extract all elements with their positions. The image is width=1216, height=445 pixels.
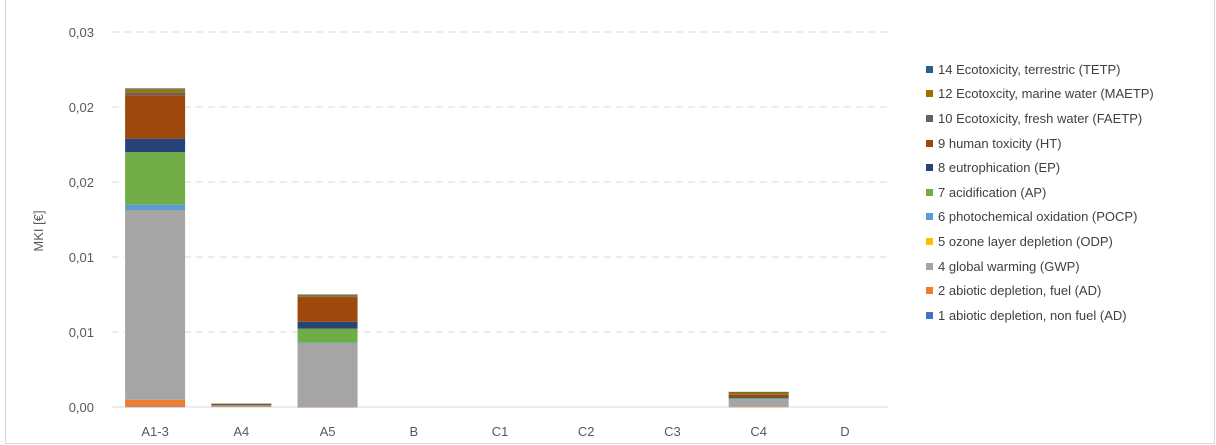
gridlines bbox=[112, 31, 888, 333]
y-tick-label: 0,00 bbox=[69, 400, 94, 415]
bar-segment bbox=[125, 152, 186, 205]
x-tick-label: A1-3 bbox=[141, 424, 168, 439]
y-tick-label: 0,03 bbox=[69, 25, 94, 40]
bar-segment bbox=[297, 328, 358, 343]
x-tick-label: C4 bbox=[750, 424, 767, 439]
bar-segment bbox=[125, 138, 186, 153]
legend-swatch bbox=[926, 237, 933, 245]
bar-segment bbox=[211, 405, 272, 406]
legend-swatch bbox=[926, 213, 933, 221]
bar-segment bbox=[728, 392, 789, 395]
legend-label: 1 abiotic depletion, non fuel (AD) bbox=[938, 307, 1127, 323]
legend: 14 Ecotoxicity, terrestric (TETP) 12 Ecot… bbox=[926, 57, 1154, 328]
x-tick-label: B bbox=[409, 424, 418, 439]
legend-item: 6 photochemical oxidation (POCP) bbox=[926, 205, 1154, 230]
bar-segment bbox=[728, 397, 789, 399]
bar-segment bbox=[297, 296, 358, 298]
bar-segment bbox=[297, 343, 358, 407]
legend-swatch bbox=[926, 139, 933, 147]
legend-item: 5 ozone layer depletion (ODP) bbox=[926, 229, 1154, 254]
bar-segment bbox=[211, 406, 272, 408]
bar-segment bbox=[211, 405, 272, 407]
bar-segment bbox=[211, 403, 272, 405]
legend-swatch bbox=[926, 90, 933, 98]
legend-item: 12 Ecotoxcity, marine water (MAETP) bbox=[926, 82, 1154, 107]
legend-item: 2 abiotic depletion, fuel (AD) bbox=[926, 278, 1154, 303]
x-tick-label: A4 bbox=[233, 424, 249, 439]
x-tick-label: A5 bbox=[320, 424, 336, 439]
legend-swatch bbox=[926, 164, 933, 172]
legend-item: 1 abiotic depletion, non fuel (AD) bbox=[926, 303, 1154, 328]
legend-swatch bbox=[926, 188, 933, 196]
y-tick-label: 0,02 bbox=[69, 100, 94, 115]
bar-segment bbox=[297, 297, 358, 322]
legend-swatch bbox=[926, 311, 933, 319]
bar-segment bbox=[297, 406, 358, 407]
legend-label: 8 eutrophication (EP) bbox=[938, 160, 1061, 176]
legend-item: 8 eutrophication (EP) bbox=[926, 155, 1154, 180]
legend-label: 2 abiotic depletion, fuel (AD) bbox=[938, 283, 1102, 299]
x-tick-label: D bbox=[840, 424, 849, 439]
chart-frame bbox=[5, 0, 1215, 444]
bar-segment bbox=[728, 398, 789, 399]
legend-label: 12 Ecotoxcity, marine water (MAETP) bbox=[938, 86, 1154, 102]
bar-segment bbox=[125, 204, 186, 211]
bar-segment bbox=[297, 406, 358, 408]
legend-item: 10 Ecotoxicity, fresh water (FAETP) bbox=[926, 106, 1154, 131]
y-axis-label: MKI [€] bbox=[31, 210, 46, 251]
bar-segment bbox=[728, 397, 789, 399]
legend-swatch bbox=[926, 114, 933, 122]
bar-segment bbox=[728, 406, 789, 408]
bar-segment bbox=[125, 406, 186, 408]
x-tick-label: C2 bbox=[578, 424, 595, 439]
bar-segment bbox=[125, 92, 186, 96]
stacked-bar-chart: 0,00 0,01 0,01 0,02 0,02 0,03 A1-3 A4 A5 B C1 C2 C3… bbox=[31, 25, 888, 439]
x-tick-label: C1 bbox=[492, 424, 509, 439]
bar-segment bbox=[297, 294, 358, 297]
legend-item: 7 acidification (AP) bbox=[926, 180, 1154, 205]
x-tick-label: C3 bbox=[664, 424, 681, 439]
bar-segment bbox=[728, 394, 789, 398]
legend-label: 5 ozone layer depletion (ODP) bbox=[938, 233, 1113, 249]
x-axis-ticks: A1-3 A4 A5 B C1 C2 C3 C4 D bbox=[141, 424, 849, 439]
y-axis-ticks: 0,00 0,01 0,01 0,02 0,02 0,03 bbox=[69, 25, 94, 415]
bar-segment bbox=[728, 391, 789, 393]
y-tick-label: 0,02 bbox=[69, 175, 94, 190]
legend-swatch bbox=[926, 65, 933, 73]
bar-segment bbox=[211, 404, 272, 406]
bar-segment bbox=[125, 95, 186, 139]
bar-segment bbox=[125, 210, 186, 400]
legend-item: 9 human toxicity (HT) bbox=[926, 131, 1154, 156]
legend-swatch bbox=[926, 262, 933, 270]
bars bbox=[125, 88, 789, 408]
y-tick-label: 0,01 bbox=[69, 250, 94, 265]
bar-segment bbox=[297, 342, 358, 344]
bar-segment bbox=[125, 88, 186, 90]
legend-label: 4 global warming (GWP) bbox=[938, 258, 1080, 274]
bar-segment bbox=[125, 399, 186, 407]
legend-swatch bbox=[926, 287, 933, 295]
bar-segment bbox=[297, 321, 358, 329]
bar-segment bbox=[211, 404, 272, 405]
legend-label: 6 photochemical oxidation (POCP) bbox=[938, 209, 1138, 225]
bar-segment bbox=[728, 394, 789, 395]
legend-item: 14 Ecotoxicity, terrestric (TETP) bbox=[926, 57, 1154, 82]
bar-segment bbox=[125, 210, 186, 212]
legend-item: 4 global warming (GWP) bbox=[926, 254, 1154, 279]
legend-label: 7 acidification (AP) bbox=[938, 184, 1047, 200]
legend-label: 14 Ecotoxicity, terrestric (TETP) bbox=[938, 61, 1121, 77]
bar-segment bbox=[297, 294, 358, 295]
bar-segment bbox=[125, 89, 186, 93]
y-tick-label: 0,01 bbox=[69, 325, 94, 340]
legend-label: 10 Ecotoxicity, fresh water (FAETP) bbox=[938, 110, 1143, 126]
bar-segment bbox=[728, 398, 789, 407]
legend-label: 9 human toxicity (HT) bbox=[938, 135, 1062, 151]
